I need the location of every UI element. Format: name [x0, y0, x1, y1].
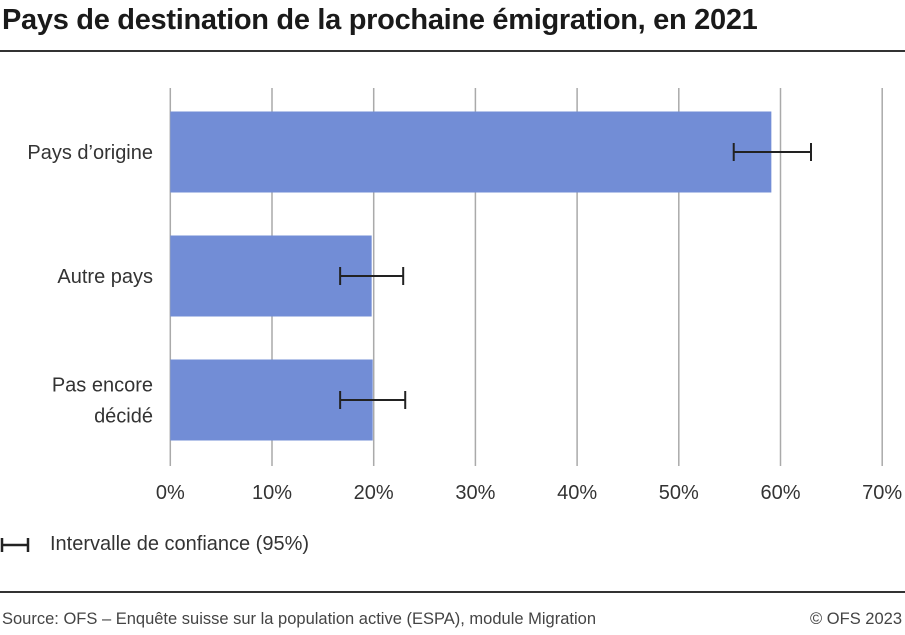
x-tick-label: 30% — [455, 482, 495, 504]
chart-title: Pays de destination de la prochaine émig… — [2, 4, 758, 36]
footer-divider — [0, 591, 905, 593]
x-tick-label: 40% — [557, 482, 597, 504]
y-category-label: Pas encore décidé — [52, 375, 153, 428]
legend: Intervalle de confiance (95%) — [0, 533, 309, 556]
x-tick-label: 10% — [252, 482, 292, 504]
y-category-label: Pays d’origine — [27, 142, 153, 164]
x-tick-label: 50% — [659, 482, 699, 504]
bar — [170, 235, 372, 317]
x-tick-label: 60% — [760, 482, 800, 504]
error-bar-legend-icon — [0, 537, 30, 552]
legend-label: Intervalle de confiance (95%) — [50, 533, 310, 555]
copyright: © OFS 2023 — [810, 610, 902, 628]
x-tick-label: 70% — [862, 482, 902, 504]
y-category-label: Autre pays — [57, 266, 153, 288]
bar — [170, 359, 373, 441]
x-tick-label: 0% — [156, 482, 185, 504]
title-divider — [0, 50, 905, 52]
bar-chart: 0% 10% 20% 30% 40% 50% 60% 70% Pays d’origine Aut… — [27, 88, 902, 504]
bar — [170, 111, 772, 193]
x-tick-label: 20% — [354, 482, 394, 504]
source-note: Source: OFS – Enquête suisse sur la popu… — [2, 610, 596, 628]
